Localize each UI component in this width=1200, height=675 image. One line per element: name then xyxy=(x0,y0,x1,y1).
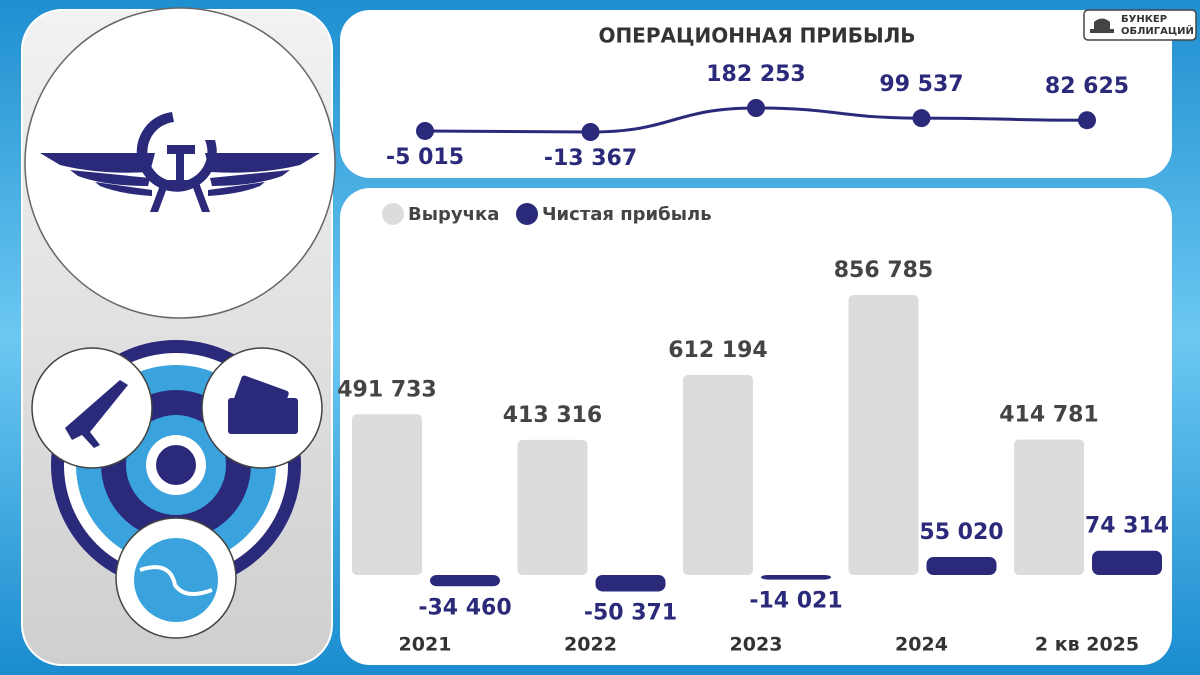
x-tick-label: 2024 xyxy=(895,634,948,656)
bar xyxy=(517,439,588,575)
value-label: 856 785 xyxy=(834,258,934,283)
chart-title: ОПЕРАЦИОННАЯ ПРИБЫЛЬ xyxy=(598,24,915,48)
x-tick-label: 2023 xyxy=(730,634,783,656)
icon-map xyxy=(115,517,237,639)
value-label: 612 194 xyxy=(668,338,768,363)
value-label: -5 015 xyxy=(386,145,464,170)
bar xyxy=(595,575,666,592)
bar xyxy=(848,295,919,575)
value-label: 491 733 xyxy=(337,377,437,402)
legend-label: Чистая прибыль xyxy=(542,204,712,225)
icon-plane xyxy=(31,347,153,469)
value-label: 413 316 xyxy=(503,403,603,428)
point xyxy=(416,121,434,140)
legend-marker xyxy=(382,203,404,225)
point xyxy=(1078,111,1096,130)
value-label: 99 537 xyxy=(879,72,963,97)
icon-ticket xyxy=(201,347,323,469)
logo xyxy=(40,112,320,212)
bar xyxy=(352,414,422,575)
value-label: 182 253 xyxy=(706,62,806,87)
point xyxy=(747,99,765,117)
bar xyxy=(430,575,500,587)
point xyxy=(581,123,600,141)
legend-marker xyxy=(516,203,538,225)
top-panel xyxy=(340,10,1172,178)
brand-icon xyxy=(1090,18,1114,33)
value-label: -34 460 xyxy=(418,595,511,620)
value-label: -50 371 xyxy=(584,600,677,625)
value-label: 414 781 xyxy=(999,402,1099,427)
bar xyxy=(761,575,831,580)
x-tick-label: 2 кв 2025 xyxy=(1035,634,1139,656)
value-label: 55 020 xyxy=(919,520,1003,545)
point xyxy=(912,109,931,128)
bar xyxy=(683,374,753,575)
bar xyxy=(1014,439,1084,575)
value-label: 74 314 xyxy=(1085,514,1169,539)
brand-text: ОБЛИГАЦИЙ xyxy=(1121,24,1194,37)
x-tick-label: 2021 xyxy=(399,634,452,656)
value-label: 82 625 xyxy=(1045,74,1129,99)
value-label: -13 367 xyxy=(544,146,637,171)
x-tick-label: 2022 xyxy=(564,634,617,656)
brand-text: БУНКЕР xyxy=(1121,14,1167,25)
brand-logo: БУНКЕР ОБЛИГАЦИЙ xyxy=(1083,9,1197,41)
bar xyxy=(1092,550,1162,575)
value-label: -14 021 xyxy=(749,589,842,614)
bar xyxy=(926,557,997,575)
legend-label: Выручка xyxy=(408,204,499,225)
